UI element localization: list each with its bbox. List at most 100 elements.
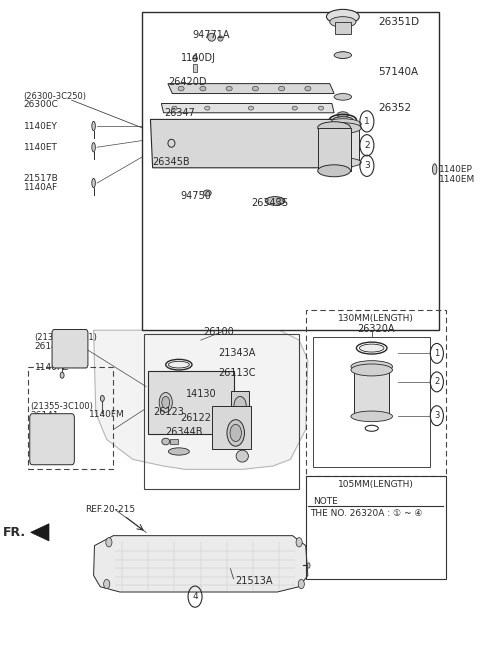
Bar [231,391,249,421]
Ellipse shape [278,86,285,91]
Polygon shape [94,320,308,470]
Ellipse shape [106,538,112,547]
Ellipse shape [336,52,349,59]
Text: 1140DJ: 1140DJ [181,53,216,63]
Ellipse shape [324,123,361,133]
Text: 26320A: 26320A [357,324,395,334]
Text: 1140EP: 1140EP [439,165,473,173]
Ellipse shape [324,158,361,167]
Text: (21355-3C100): (21355-3C100) [30,402,93,411]
Ellipse shape [351,364,393,376]
Text: 26343S: 26343S [251,198,288,208]
Ellipse shape [305,86,311,91]
Polygon shape [168,83,334,93]
Ellipse shape [318,165,350,177]
Bar [335,22,351,34]
Ellipse shape [46,430,59,449]
Ellipse shape [162,438,170,445]
Ellipse shape [296,538,302,547]
Text: 26113C: 26113C [218,368,256,378]
Text: 130MM(LENGTH): 130MM(LENGTH) [338,314,414,323]
Ellipse shape [276,198,284,204]
Ellipse shape [227,420,244,446]
Ellipse shape [307,563,310,568]
Bar [354,370,389,416]
FancyBboxPatch shape [30,414,74,465]
Ellipse shape [248,106,253,110]
Ellipse shape [265,197,285,205]
Bar [327,128,359,163]
Ellipse shape [326,9,359,24]
Text: 3: 3 [434,411,440,420]
Text: NOTE: NOTE [313,497,338,506]
Ellipse shape [292,106,298,110]
Bar [170,439,178,444]
Text: REF.20-215: REF.20-215 [85,506,135,514]
Ellipse shape [337,112,348,118]
Text: 26100: 26100 [203,327,234,337]
Ellipse shape [226,86,232,91]
Text: 26122: 26122 [180,414,211,424]
Ellipse shape [92,121,96,131]
Polygon shape [31,524,49,541]
Ellipse shape [104,580,110,589]
Ellipse shape [318,121,350,133]
Ellipse shape [236,450,248,462]
Ellipse shape [318,106,324,110]
Text: 3: 3 [364,161,370,170]
Ellipse shape [204,106,210,110]
Ellipse shape [100,396,104,402]
Text: (26300-3C250): (26300-3C250) [24,91,86,101]
Ellipse shape [334,52,351,59]
Ellipse shape [252,86,258,91]
Bar [318,127,350,171]
Text: 105MM(LENGTH): 105MM(LENGTH) [338,480,414,489]
Text: 1140EY: 1140EY [24,121,58,131]
Text: 1140ET: 1140ET [24,143,58,152]
Ellipse shape [67,344,73,353]
Ellipse shape [60,372,64,378]
Ellipse shape [360,344,384,352]
FancyBboxPatch shape [52,329,88,368]
Text: 26351D: 26351D [378,17,419,27]
Bar [193,64,197,71]
Text: 57140A: 57140A [378,67,418,77]
Ellipse shape [178,86,184,91]
Ellipse shape [234,396,246,415]
Text: 1140FM: 1140FM [89,410,125,419]
Ellipse shape [193,55,197,62]
Text: FR.: FR. [3,526,26,539]
Text: 1: 1 [364,117,370,126]
Bar [148,372,234,434]
Text: 26345B: 26345B [152,157,190,167]
Text: 94771A: 94771A [192,30,229,40]
Ellipse shape [334,93,351,100]
Ellipse shape [48,434,56,445]
Text: 26347: 26347 [165,109,195,119]
Polygon shape [161,103,334,113]
Ellipse shape [168,362,190,368]
Text: 1140AF: 1140AF [24,183,58,192]
Text: 1140EM: 1140EM [439,175,475,183]
Ellipse shape [351,411,393,422]
Text: 1140FZ: 1140FZ [35,364,69,372]
Ellipse shape [168,448,190,455]
Text: 21343A: 21343A [218,348,255,358]
Ellipse shape [337,165,349,169]
Polygon shape [94,536,308,592]
Ellipse shape [204,190,211,196]
Text: 14130: 14130 [186,390,217,400]
Text: 26141: 26141 [35,342,63,352]
Text: 4: 4 [192,592,198,601]
Text: 2: 2 [434,378,440,386]
Text: 26352: 26352 [378,103,411,113]
Text: 21517B: 21517B [24,174,59,183]
Ellipse shape [92,143,96,152]
Polygon shape [150,119,334,168]
Bar [212,406,251,450]
Ellipse shape [218,36,223,41]
Ellipse shape [208,33,216,41]
Ellipse shape [65,342,75,356]
Ellipse shape [432,164,437,174]
Ellipse shape [159,392,172,412]
